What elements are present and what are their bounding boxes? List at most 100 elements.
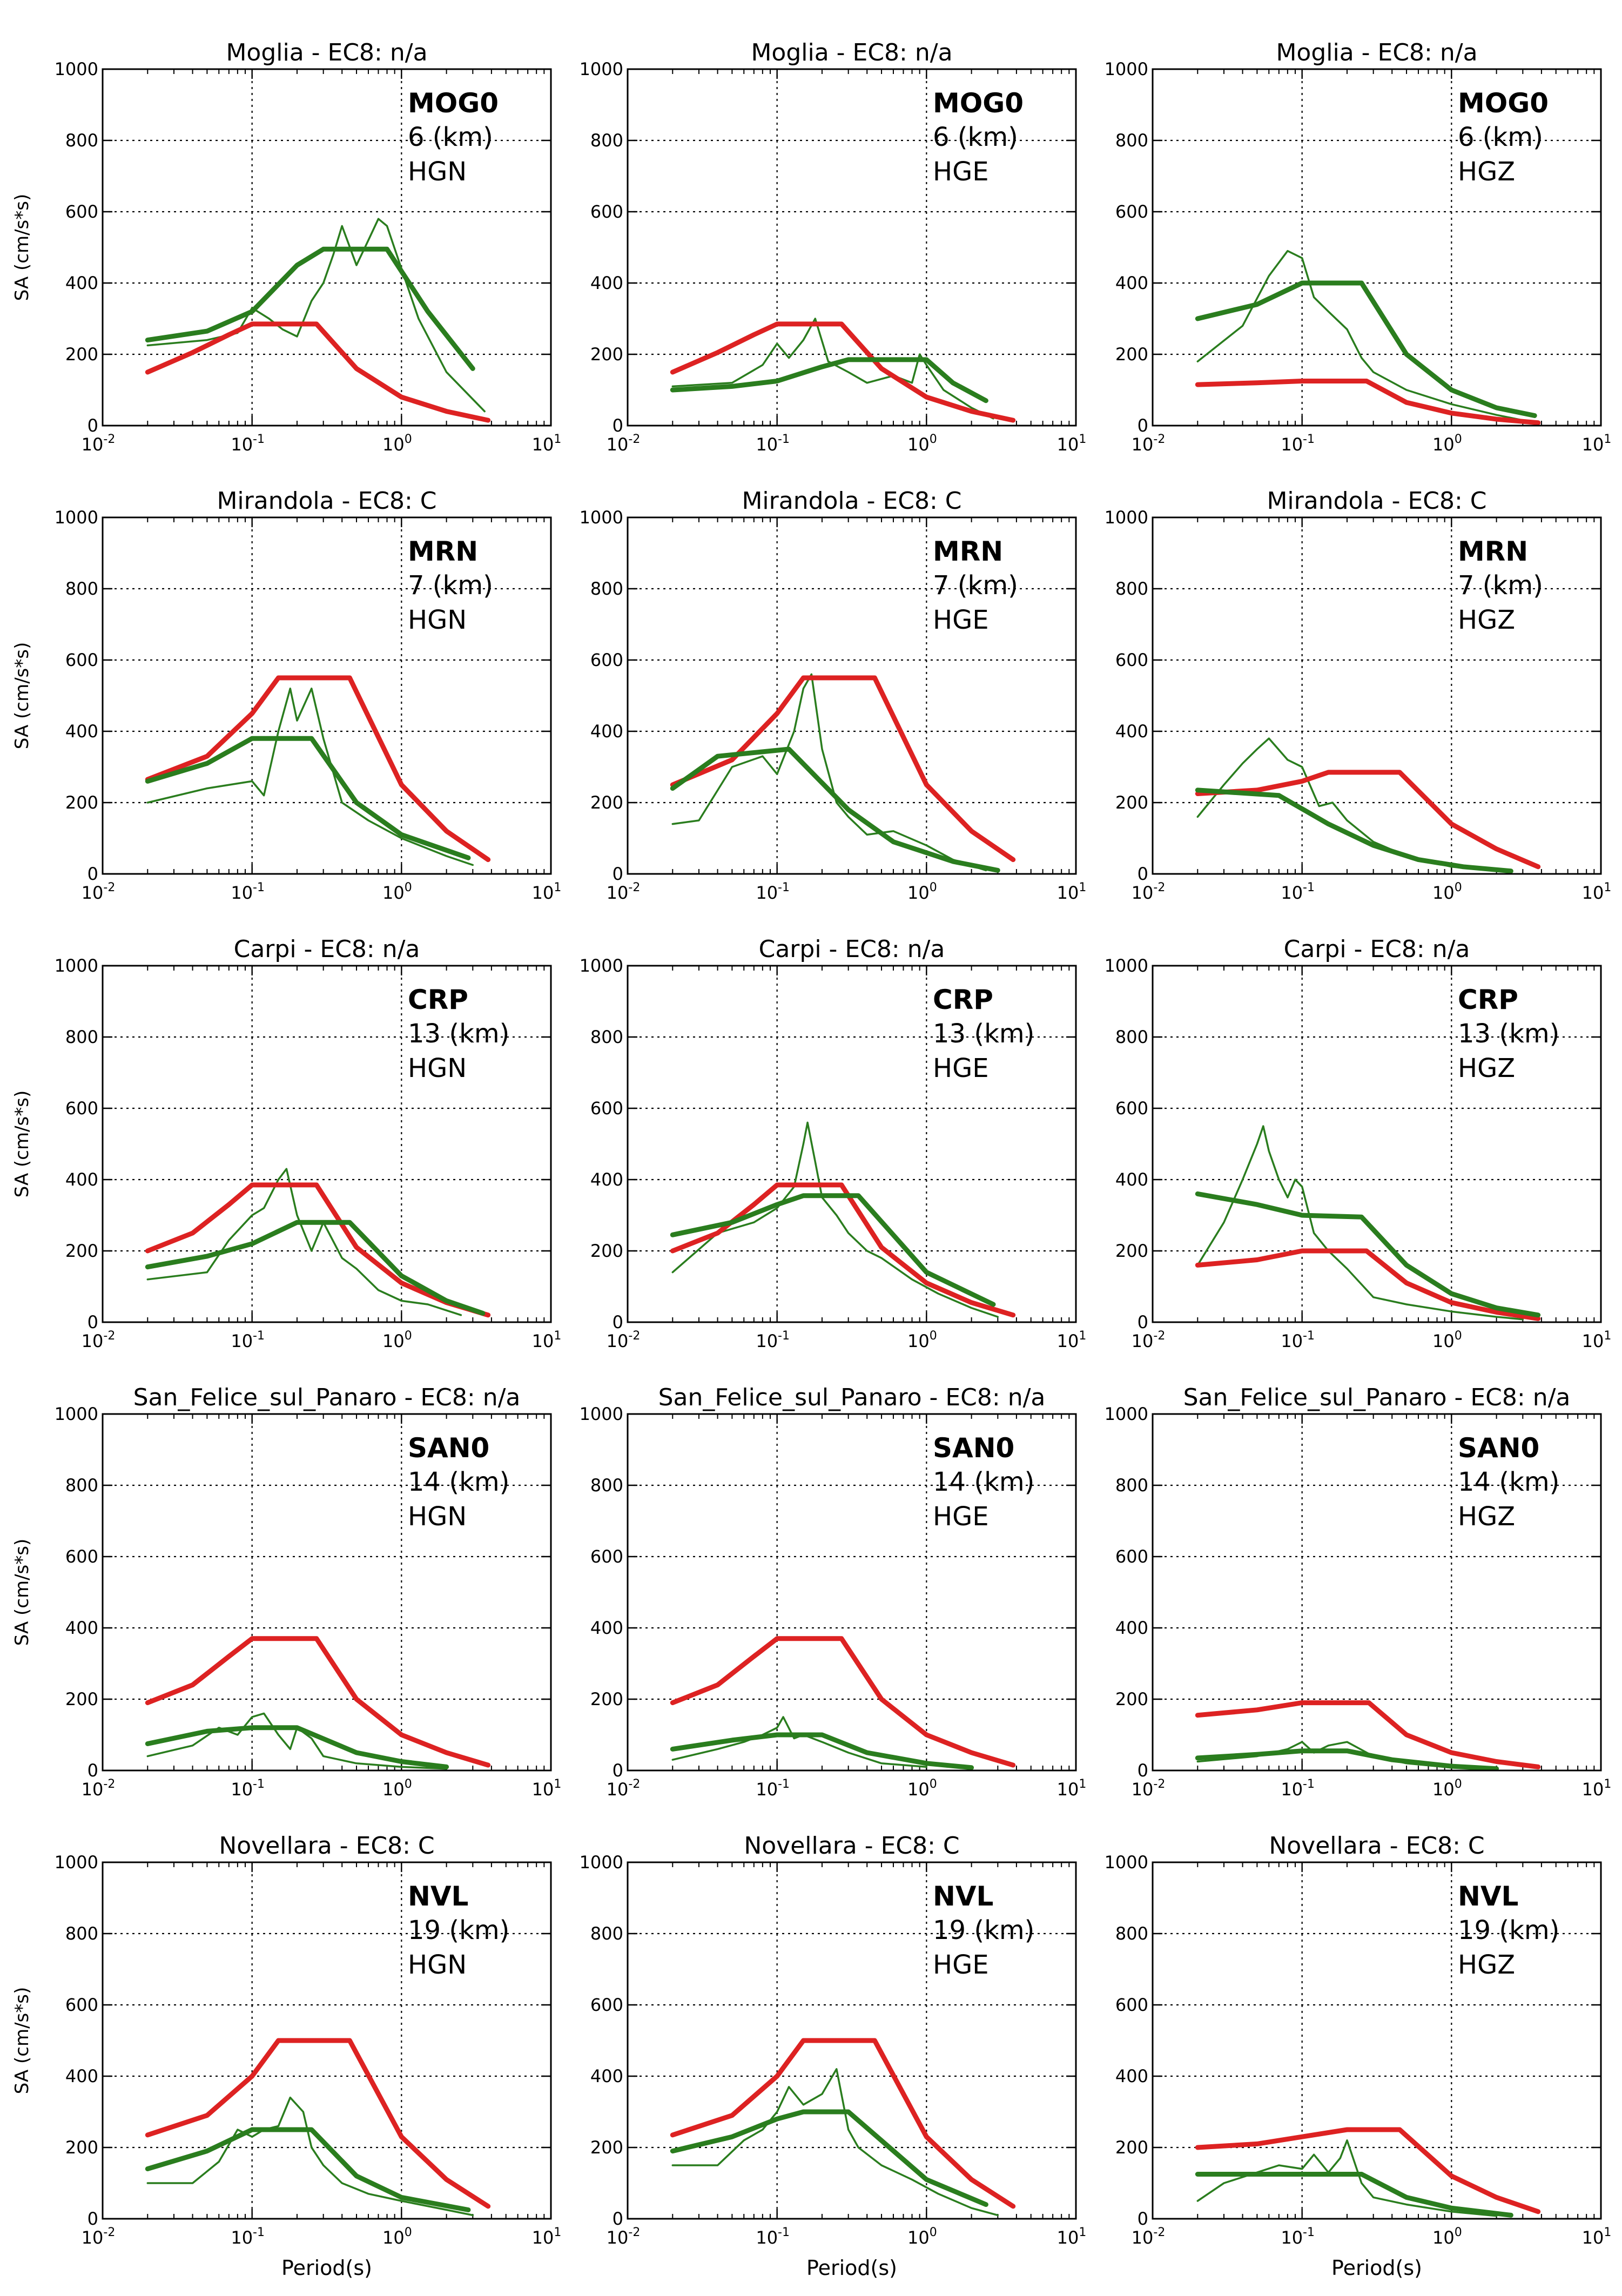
- plot-frame: [627, 516, 1077, 875]
- series-smoothed-fit: [145, 736, 471, 860]
- series-smoothed-fit: [1195, 787, 1513, 874]
- x-tick-label: 10-1: [1281, 2226, 1315, 2248]
- panel-mog0-hgz: 0 200 400 600 800 1000 10-2 10-1 100 101 Moglia - …: [1105, 39, 1612, 455]
- y-tick-label: 0: [1138, 1760, 1148, 1781]
- series-ec8-spectrum: [145, 321, 491, 423]
- y-tick-label: 400: [1115, 1169, 1148, 1190]
- series-ec8-spectrum: [1195, 770, 1541, 870]
- x-tick-label: 10-2: [607, 433, 641, 455]
- panel-san0-hgz: 0 200 400 600 800 1000 10-2 10-1 100 101 San_Felic…: [1105, 1384, 1612, 1800]
- panel-mrn-hge: 0 200 400 600 800 1000 10-2 10-1 100 101 Mirandola…: [580, 487, 1087, 903]
- y-tick-label: 200: [590, 2137, 623, 2158]
- x-tick-label: 10-2: [607, 1777, 641, 1800]
- plot-frame: [102, 1861, 552, 2220]
- y-tick-label: 600: [590, 1098, 623, 1119]
- x-tick-label: 100: [907, 1777, 937, 1800]
- x-tick-label: 100: [907, 1329, 937, 1351]
- x-tick-label: 10-1: [756, 1329, 790, 1351]
- series-ec8-spectrum: [670, 2038, 1016, 2209]
- plot-frame: [1152, 68, 1602, 427]
- series-smoothed-fit: [145, 1220, 486, 1316]
- y-tick-label: 1000: [55, 1852, 98, 1873]
- panel-title: Novellara - EC8: C: [744, 1832, 959, 1860]
- x-tick-label: 101: [1582, 2226, 1612, 2248]
- plot-frame: [1152, 1413, 1602, 1772]
- panel-crp-hgn: 0 200 400 600 800 1000 10-2 10-1 100 101 Carpi - E…: [55, 935, 562, 1351]
- station-distance: 19 (km): [1458, 1915, 1559, 1945]
- y-tick-label: 0: [613, 864, 623, 884]
- x-tick-label: 100: [382, 881, 412, 903]
- series-smoothed-fit: [1195, 280, 1537, 418]
- panel-title: San_Felice_sul_Panaro - EC8: n/a: [658, 1384, 1046, 1411]
- series-ec8-spectrum: [145, 675, 491, 863]
- y-tick-label: 1000: [580, 507, 623, 528]
- series-observed-spectrum: [146, 218, 486, 413]
- x-tick-label: 10-1: [756, 881, 790, 903]
- plot-frame: [102, 68, 552, 427]
- station-distance: 19 (km): [933, 1915, 1034, 1945]
- x-tick-label: 10-2: [1132, 2226, 1166, 2248]
- panel-title: Moglia - EC8: n/a: [751, 39, 952, 66]
- panel-title: Mirandola - EC8: C: [217, 487, 436, 515]
- panel-crp-hge: 0 200 400 600 800 1000 10-2 10-1 100 101 Carpi - E…: [580, 935, 1087, 1351]
- x-tick-label: 100: [907, 881, 937, 903]
- station-distance: 7 (km): [1458, 570, 1543, 601]
- series-observed-spectrum: [1196, 250, 1524, 421]
- y-tick-label: 0: [88, 1312, 98, 1332]
- y-tick-label: 400: [590, 2066, 623, 2086]
- station-distance: 13 (km): [1458, 1019, 1559, 1049]
- x-tick-label: 10-1: [231, 881, 265, 903]
- component-label: HGE: [933, 605, 989, 635]
- y-tick-label: 800: [590, 1923, 623, 1944]
- x-tick-label: 10-2: [82, 433, 116, 455]
- y-tick-label: 0: [88, 1760, 98, 1781]
- panel-nvl-hgz: 0 200 400 600 800 1000 10-2 10-1 100 101 Novellara…: [1105, 1832, 1612, 2248]
- station-code: CRP: [1458, 984, 1518, 1015]
- station-code: NVL: [408, 1881, 468, 1912]
- series-ec8-spectrum: [145, 2038, 491, 2209]
- y-tick-label: 800: [590, 578, 623, 599]
- panel-san0-hgn: 0 200 400 600 800 1000 10-2 10-1 100 101 San_Felic…: [55, 1384, 562, 1800]
- component-label: HGZ: [1458, 157, 1515, 187]
- x-tick-label: 10-1: [231, 1329, 265, 1351]
- series-observed-spectrum: [671, 318, 994, 420]
- panel-mrn-hgn: 0 200 400 600 800 1000 10-2 10-1 100 101 Mirandola…: [55, 487, 562, 903]
- y-tick-label: 400: [1115, 2066, 1148, 2086]
- component-label: HGE: [933, 1053, 989, 1083]
- station-code: MRN: [408, 536, 478, 567]
- y-tick-label: 0: [1138, 1312, 1148, 1332]
- x-axis-label: Period(s): [806, 2256, 897, 2280]
- y-tick-label: 600: [590, 650, 623, 670]
- x-tick-label: 101: [1582, 1777, 1612, 1800]
- series-ec8-spectrum: [670, 1636, 1016, 1768]
- x-tick-label: 10-1: [1281, 433, 1315, 455]
- station-distance: 6 (km): [933, 122, 1018, 152]
- y-tick-label: 800: [1115, 1923, 1148, 1944]
- y-tick-label: 600: [590, 1995, 623, 2015]
- y-tick-label: 1000: [580, 1404, 623, 1424]
- y-tick-label: 200: [65, 2137, 98, 2158]
- plot-frame: [1152, 965, 1602, 1323]
- component-label: HGZ: [1458, 605, 1515, 635]
- series-ec8-spectrum: [1195, 1248, 1541, 1321]
- y-tick-label: 1000: [1105, 507, 1148, 528]
- panel-title: Carpi - EC8: n/a: [759, 935, 945, 963]
- y-tick-label: 600: [65, 1546, 98, 1567]
- x-tick-label: 100: [382, 1329, 412, 1351]
- x-tick-label: 10-1: [231, 1777, 265, 1800]
- series-smoothed-fit: [145, 1725, 449, 1769]
- x-tick-label: 101: [1582, 433, 1612, 455]
- x-tick-label: 101: [1057, 881, 1087, 903]
- panel-crp-hgz: 0 200 400 600 800 1000 10-2 10-1 100 101 Carpi - E…: [1105, 935, 1612, 1351]
- component-label: HGZ: [1458, 1502, 1515, 1532]
- x-tick-label: 10-1: [1281, 881, 1315, 903]
- station-code: SAN0: [1458, 1432, 1539, 1464]
- component-label: HGN: [408, 1950, 467, 1980]
- plot-frame: [102, 965, 552, 1323]
- y-tick-label: 0: [613, 1312, 623, 1332]
- x-tick-label: 100: [1432, 2226, 1462, 2248]
- x-tick-label: 100: [1432, 881, 1462, 903]
- plot-frame: [627, 1413, 1077, 1772]
- y-tick-label: 400: [590, 1169, 623, 1190]
- series-smoothed-fit: [670, 2109, 988, 2207]
